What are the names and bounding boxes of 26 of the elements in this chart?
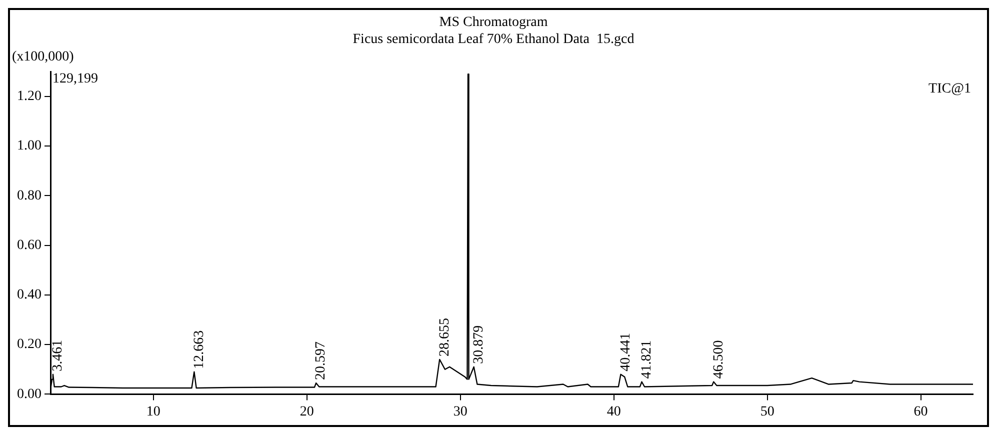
- y-tick-label: 0.60: [17, 238, 42, 253]
- x-tick-label: 10: [146, 404, 160, 420]
- y-axis-title: (x100,000): [12, 49, 74, 64]
- x-tick-label: 60: [914, 404, 928, 420]
- annotation: 3.461: [50, 340, 66, 372]
- annotation: 41.821: [639, 340, 654, 379]
- annotation: 20.597: [314, 342, 329, 380]
- annotation: TIC@1: [928, 81, 971, 96]
- annotation: 28.655: [437, 318, 452, 356]
- x-tick-label: 30: [453, 404, 468, 420]
- annotation: 46.500: [711, 340, 726, 379]
- annotation: 30.879: [472, 325, 487, 364]
- y-tick-label: 0.80: [17, 188, 42, 204]
- x-tick-label: 40: [606, 404, 621, 420]
- chart-title: MS Chromatogram: [439, 15, 548, 30]
- y-tick-label: 0.40: [17, 288, 42, 303]
- y-tick-label: 0.00: [17, 386, 42, 402]
- chart-subtitle: Ficus semicordata Leaf 70% Ethanol Data 15.gcd: [352, 32, 634, 47]
- x-tick-label: 20: [300, 404, 314, 420]
- annotation: 129,199: [52, 71, 98, 86]
- annotation: 40.441: [618, 332, 634, 372]
- annotation: 12.663: [192, 330, 207, 369]
- x-tick-label: 50: [760, 404, 774, 420]
- y-tick-label: 1.20: [17, 89, 42, 104]
- y-tick-label: 0.20: [17, 337, 42, 352]
- y-tick-label: 1.00: [17, 138, 42, 154]
